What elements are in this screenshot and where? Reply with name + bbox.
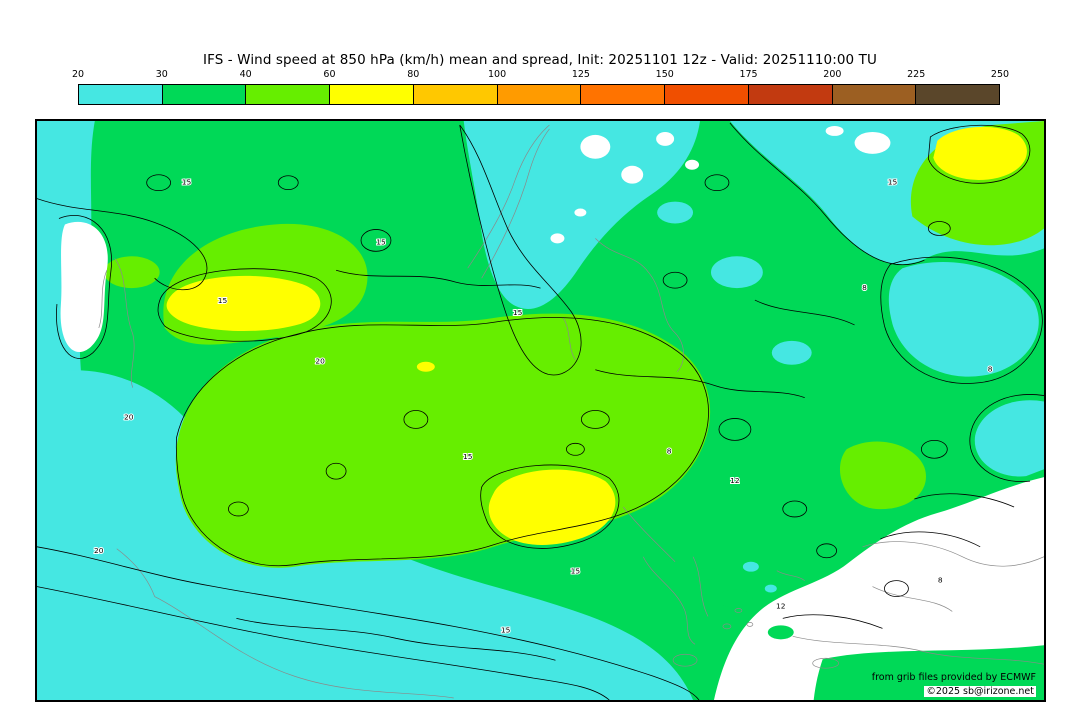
contour-label: 20 <box>94 546 104 555</box>
colorbar-tick-label: 30 <box>155 69 168 80</box>
colorbar: 20 30 40 60 80 100 125 150 175 200 225 250 <box>72 69 1009 107</box>
colorbar-tick-label: 60 <box>323 69 336 80</box>
contour-label: 15 <box>182 178 192 187</box>
contour-labels-layer: 15 15 15 20 20 15 15 8 12 15 15 8 15 8 20 12 8 <box>93 177 994 636</box>
colorbar-tick-label: 40 <box>239 69 252 80</box>
map-frame: 15 15 15 20 20 15 15 8 12 15 15 8 15 8 20 12 8 from grib… <box>35 119 1046 702</box>
contour-lines <box>37 122 1044 700</box>
colorbar-segment <box>747 85 832 104</box>
colorbar-tick-label: 125 <box>571 69 590 80</box>
contour-label: 8 <box>988 365 993 374</box>
colorbar-segment <box>245 85 330 104</box>
contour-label: 12 <box>730 476 739 485</box>
contour-label: 15 <box>888 178 898 187</box>
wind-map: 15 15 15 20 20 15 15 8 12 15 15 8 15 8 20 12 8 <box>37 121 1044 700</box>
colorbar-segment <box>664 85 748 104</box>
colorbar-tick-label: 20 <box>71 69 85 80</box>
colorbar-tick-label: 150 <box>655 69 674 80</box>
colorbar-segment <box>915 85 1000 104</box>
contour-label: 15 <box>513 308 523 317</box>
contour-label: 15 <box>376 237 386 246</box>
colorbar-labels: 20 30 40 60 80 100 125 150 175 200 225 250 <box>72 69 1009 82</box>
contour-label: 8 <box>938 576 943 585</box>
colorbar-segments <box>78 84 1000 105</box>
chart-title: IFS - Wind speed at 850 hPa (km/h) mean … <box>203 52 877 68</box>
contour-label: 15 <box>463 452 473 461</box>
colorbar-tick-label: 175 <box>739 69 758 80</box>
contour-label: 8 <box>862 283 867 292</box>
calm-regions <box>60 125 1044 700</box>
contour-label: 20 <box>315 357 325 366</box>
contour-label: 15 <box>501 625 511 634</box>
colorbar-segment <box>329 85 413 104</box>
colorbar-segment <box>79 85 162 104</box>
contour-label: 8 <box>667 446 672 455</box>
colorbar-segment <box>161 85 246 104</box>
wind-band-60-80-regions <box>166 126 1027 545</box>
contour-label: 15 <box>571 567 581 576</box>
attribution-copyright: ©2025 sb@irizone.net <box>924 686 1036 697</box>
contour-label: 15 <box>218 296 228 305</box>
colorbar-segment <box>496 85 581 104</box>
attribution-source: from grib files provided by ECMWF <box>871 672 1036 683</box>
contour-label: 20 <box>124 412 134 421</box>
colorbar-segment <box>412 85 497 104</box>
colorbar-tick-label: 200 <box>823 69 842 80</box>
colorbar-segment <box>831 85 916 104</box>
colorbar-tick-label: 80 <box>407 69 420 80</box>
contour-label: 12 <box>776 601 785 610</box>
colorbar-tick-label: 225 <box>907 69 926 80</box>
colorbar-tick-label: 250 <box>990 69 1010 80</box>
colorbar-tick-label: 100 <box>488 69 507 80</box>
colorbar-segment <box>580 85 665 104</box>
